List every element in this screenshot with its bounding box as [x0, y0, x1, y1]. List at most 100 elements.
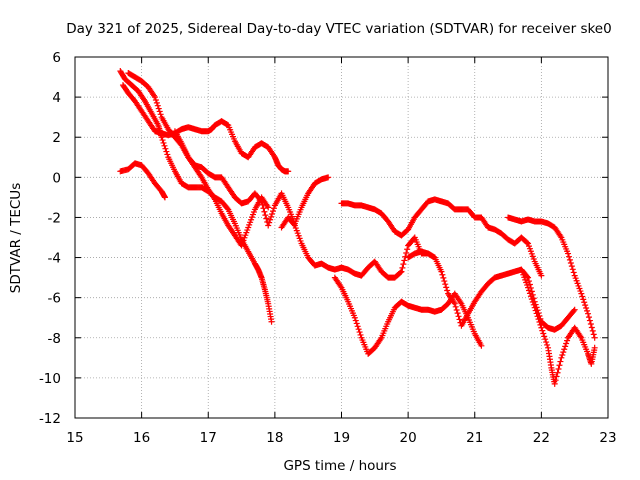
data-point	[542, 336, 549, 343]
series-track-h	[338, 196, 545, 279]
data-point	[565, 253, 572, 260]
data-point	[443, 284, 450, 291]
data-point	[157, 111, 164, 118]
data-point	[155, 105, 162, 112]
data-point	[397, 269, 404, 276]
y-tick-label: 4	[52, 90, 61, 106]
data-point	[478, 342, 485, 349]
data-point	[159, 137, 166, 144]
data-point	[535, 316, 542, 323]
data-point	[269, 211, 276, 218]
data-point	[560, 349, 567, 356]
data-point	[584, 307, 591, 314]
data-point	[524, 239, 531, 246]
data-point	[268, 318, 275, 325]
data-point	[439, 271, 446, 278]
data-point	[571, 306, 578, 313]
data-point	[586, 317, 593, 324]
data-point	[399, 264, 406, 271]
data-point	[543, 339, 550, 346]
data-point	[557, 358, 564, 365]
data-point	[562, 343, 569, 350]
data-point	[583, 304, 590, 311]
data-point	[454, 310, 461, 317]
data-point	[152, 96, 159, 103]
x-tick-label: 21	[466, 430, 483, 446]
series-track-d	[117, 160, 168, 201]
data-point	[570, 269, 577, 276]
data-point	[161, 194, 168, 201]
data-point	[265, 204, 272, 211]
data-point	[540, 330, 547, 337]
data-point	[453, 306, 460, 313]
x-tick-label: 15	[66, 430, 83, 446]
data-point	[401, 257, 408, 264]
series-track-e	[171, 128, 272, 249]
data-point	[538, 272, 545, 279]
series-track-c	[125, 70, 332, 229]
data-point	[261, 208, 268, 215]
data-point	[269, 208, 276, 215]
y-tick-label: -6	[48, 291, 61, 307]
data-point	[554, 369, 561, 376]
data-point	[154, 102, 161, 109]
data-point	[538, 324, 545, 331]
data-point	[567, 259, 574, 266]
data-point	[440, 274, 447, 281]
data-point	[537, 321, 544, 328]
data-point	[263, 215, 270, 222]
series-track-k	[518, 266, 598, 387]
data-point	[580, 296, 587, 303]
x-tick-label: 16	[133, 430, 150, 446]
data-point	[400, 261, 407, 268]
data-point	[403, 249, 410, 256]
data-point	[285, 168, 292, 175]
x-axis-label: GPS time / hours	[283, 458, 396, 474]
data-point	[565, 250, 572, 257]
data-point	[357, 331, 364, 338]
data-point	[591, 344, 598, 351]
data-point	[590, 331, 597, 338]
data-point	[164, 151, 171, 158]
data-point	[570, 307, 577, 314]
data-point	[551, 380, 558, 387]
data-point	[325, 174, 332, 181]
data-point	[161, 142, 168, 149]
data-point	[455, 313, 462, 320]
y-axis-label: SDTVAR / TECUs	[8, 183, 24, 293]
data-point	[591, 334, 598, 341]
y-tick-label: -2	[48, 210, 61, 226]
data-point	[266, 219, 273, 226]
y-tick-label: -4	[48, 251, 61, 267]
data-point	[525, 284, 532, 291]
y-tick-label: -12	[39, 411, 61, 427]
data-point	[352, 317, 359, 324]
data-point	[569, 266, 576, 273]
data-point	[578, 290, 585, 297]
data-point	[163, 148, 170, 155]
y-tick-label: 6	[52, 50, 61, 66]
data-point	[356, 329, 363, 336]
data-point	[265, 222, 272, 229]
data-point	[438, 268, 445, 275]
y-tick-label: 2	[52, 130, 61, 146]
data-point	[564, 337, 571, 344]
x-tick-label: 23	[599, 430, 616, 446]
data-point	[267, 216, 274, 223]
data-point	[582, 302, 589, 309]
data-point	[579, 293, 586, 300]
data-point	[224, 205, 231, 212]
data-point	[563, 340, 570, 347]
data-point	[536, 319, 543, 326]
data-point	[552, 377, 559, 384]
data-point	[452, 303, 459, 310]
x-tick-label: 18	[266, 430, 283, 446]
x-tick-label: 19	[333, 430, 350, 446]
y-tick-label: -10	[39, 371, 61, 387]
series-track-i	[405, 248, 578, 333]
data-point	[153, 99, 160, 106]
data-point	[262, 212, 269, 219]
data-point	[398, 268, 405, 275]
data-point	[589, 327, 596, 334]
